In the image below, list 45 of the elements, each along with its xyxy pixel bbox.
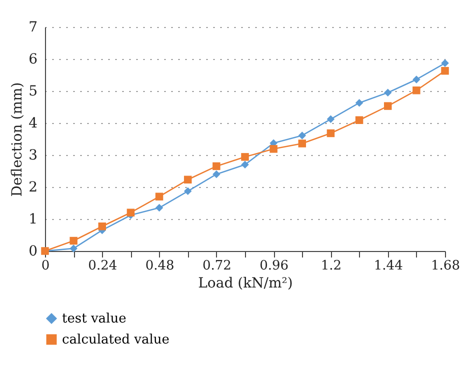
point: [184, 176, 192, 184]
legend-label: calculated value: [62, 332, 170, 348]
x-tick-label: 0: [41, 258, 50, 274]
y-tick-label: 4: [28, 116, 38, 132]
x-axis-title: Load (kN/m²): [198, 276, 293, 292]
point: [212, 170, 220, 178]
x-tick-label: 0.96: [260, 258, 289, 274]
point: [412, 86, 420, 94]
point: [412, 76, 420, 84]
x-tick-label: 0.24: [88, 258, 118, 274]
point: [241, 153, 249, 161]
x-tick-label: 1.2: [320, 258, 342, 274]
y-tick-label: 5: [28, 84, 38, 100]
point: [355, 98, 364, 107]
point: [126, 208, 135, 216]
y-axis-title: Deflection (mm): [10, 82, 26, 197]
point: [155, 192, 164, 200]
point: [98, 222, 106, 230]
point: [155, 204, 164, 212]
x-tick-label: 1.68: [431, 258, 460, 274]
point: [70, 244, 78, 252]
point: [298, 140, 306, 148]
point: [441, 66, 449, 75]
y-tick-label: 3: [28, 148, 38, 164]
legend-label: test value: [62, 312, 127, 326]
point: [384, 102, 392, 110]
y-tick-label: 6: [28, 52, 38, 68]
point: [326, 115, 335, 124]
point: [326, 129, 335, 138]
y-tick-label: 0: [28, 244, 38, 260]
point: [298, 132, 306, 140]
x-tick-label: 0.72: [202, 258, 232, 274]
y-tick-label: 1: [28, 212, 38, 228]
point: [441, 59, 449, 68]
point: [70, 236, 78, 245]
x-tick-label: 1.44: [374, 258, 403, 274]
point: [184, 187, 192, 196]
point: [241, 160, 249, 168]
y-tick-label: 2: [28, 180, 38, 196]
point: [270, 145, 278, 153]
x-tick-label: 0.48: [145, 258, 174, 274]
point: [355, 116, 364, 124]
point: [212, 162, 220, 170]
point: [384, 88, 392, 96]
y-tick-label: 7: [28, 20, 38, 36]
